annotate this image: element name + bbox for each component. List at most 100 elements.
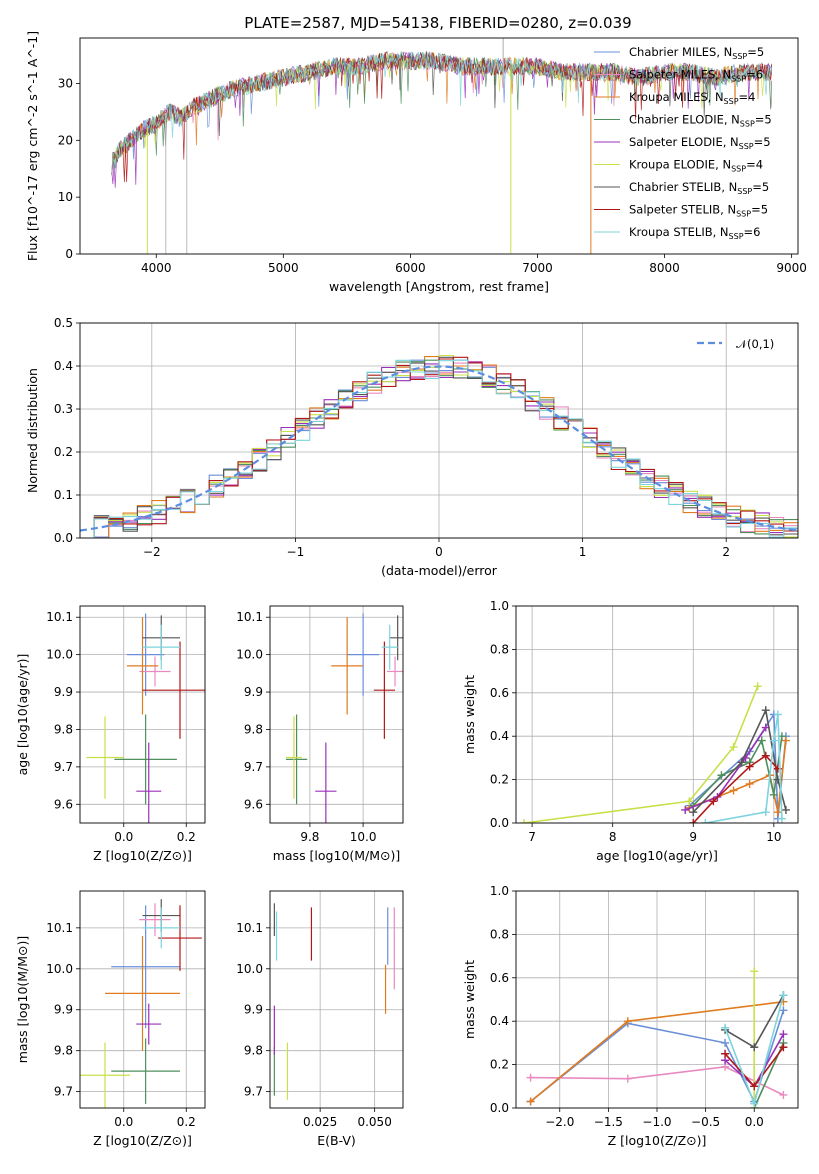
panel-age_vs_mass: 9.8 10.0 9.6 9.7 9.8 9.9 10.0 10.1 mass [log10(M… (236, 605, 404, 863)
legend-subscript: SSP (729, 232, 744, 241)
weight-marker (779, 1090, 788, 1099)
weight-marker (750, 1099, 759, 1108)
y-tick-label: 9.8 (54, 722, 73, 736)
weight-marker (721, 1049, 730, 1058)
x-tick-label: 0.0 (745, 1115, 764, 1129)
x-tick-label: 8 (609, 830, 617, 844)
x-axis-label: E(B-V) (317, 1133, 356, 1148)
legend-value: =6 (744, 225, 761, 239)
y-tick-label: 1.0 (490, 599, 509, 613)
legend-label: Chabrier ELODIE, NSSP=5 (629, 113, 772, 129)
legend-label: Kroupa ELODIE, NSSP=4 (629, 158, 763, 174)
x-tick-label: −1.5 (594, 1115, 623, 1129)
x-tick-label: 0.025 (303, 1115, 337, 1129)
legend-label: Chabrier STELIB, NSSP=5 (629, 180, 769, 196)
panel-mass_weight_vs_age: 7 8 9 10 0.0 0.2 0.4 0.6 0.8 1.0 age [log10(age/yr… (462, 599, 799, 863)
x-axis-label: wavelength [Angstrom, rest frame] (329, 279, 549, 294)
y-tick-label: 0.2 (54, 445, 73, 459)
plot-area (516, 606, 798, 823)
weight-marker (526, 1097, 535, 1106)
y-tick-label: 0.5 (54, 316, 73, 330)
weight-marker (750, 1043, 759, 1052)
plot-spectrum (111, 38, 773, 254)
y-axis-label: age [log10(age/yr)] (15, 654, 30, 776)
legend-value: =6 (746, 68, 763, 82)
weight-marker (685, 797, 694, 806)
weight-marker (761, 808, 770, 817)
plot-mass_vs_EBV (273, 903, 395, 1100)
legend-subscript: SSP (731, 165, 746, 174)
x-axis-label: mass [log10(M/M⊙)] (273, 848, 401, 863)
plot-residuals (80, 354, 798, 538)
panel-spectrum: 4000 5000 6000 7000 8000 9000 0 10 20 30 wavelengt… (25, 31, 807, 294)
weight-marker (761, 751, 770, 760)
y-tick-label: 9.9 (244, 685, 263, 699)
panel-residuals: −2 −1 0 1 2 0.0 0.1 0.2 0.3 0.4 0.5 (data-model)/er… (25, 316, 799, 578)
y-tick-label: 0.1 (54, 488, 73, 502)
x-axis-label: age [log10(age/yr)] (596, 848, 718, 863)
weight-marker (750, 967, 759, 976)
x-tick-label: 9000 (776, 261, 807, 275)
plot-mass_weight_vs_age (520, 682, 790, 823)
x-axis-label: Z [log10(Z/Z⊙)] (608, 1133, 707, 1148)
y-axis-label: Normed distribution (25, 368, 40, 493)
y-tick-label: 9.9 (244, 1003, 263, 1017)
legend-value: =5 (752, 180, 769, 194)
axes-frame (79, 322, 799, 539)
x-tick-label: 0 (435, 545, 443, 559)
x-tick-label: 0.2 (177, 1115, 196, 1129)
legend-subscript: SSP (731, 75, 746, 84)
figure-title: PLATE=2587, MJD=54138, FIBERID=0280, z=0… (244, 14, 631, 32)
y-axis-label: mass weight (462, 675, 477, 754)
x-tick-label: 2 (722, 545, 730, 559)
y-tick-label: 10.0 (236, 962, 263, 976)
plot-mass_weight_vs_Z (526, 967, 788, 1108)
weight-marker (773, 710, 782, 719)
legend-label: Kroupa STELIB, NSSP=6 (629, 225, 760, 241)
panel-mass_vs_Z: 0.0 0.2 9.7 9.8 9.9 10.0 10.1 Z [log10(Z/Z⊙)] ma… (15, 890, 206, 1148)
weight-marker (701, 819, 710, 823)
weight-marker (779, 1030, 788, 1039)
weight-marker (737, 758, 746, 767)
weight-marker (781, 805, 790, 814)
weight-marker (721, 1023, 730, 1032)
x-tick-label: −1.0 (642, 1115, 671, 1129)
legend-subscript: SSP (724, 97, 739, 106)
y-tick-label: 9.6 (244, 797, 263, 811)
weight-marker (777, 814, 786, 823)
panel-age_vs_Z: 0.0 0.2 9.6 9.7 9.8 9.9 10.0 10.1 Z [log10(Z/Z⊙)… (15, 605, 206, 863)
y-tick-label: 0.0 (490, 816, 509, 830)
weight-marker (745, 779, 754, 788)
y-tick-label: 9.8 (54, 1044, 73, 1058)
x-tick-label: 1 (579, 545, 587, 559)
y-tick-label: 0.4 (490, 729, 509, 743)
plot-mass_vs_Z (80, 899, 202, 1108)
axes-frame (79, 605, 206, 824)
x-tick-label: 10.0 (350, 830, 377, 844)
x-tick-label: 5000 (268, 261, 299, 275)
y-tick-label: 9.7 (244, 760, 263, 774)
y-tick-label: 9.7 (54, 1085, 73, 1099)
axes-frame (79, 37, 799, 255)
x-tick-label: 4000 (141, 261, 172, 275)
weight-marker (709, 797, 718, 806)
plot-age_vs_Z (86, 613, 205, 823)
legend-value: =5 (754, 135, 771, 149)
x-tick-label: 7 (528, 830, 536, 844)
weight-marker (779, 1006, 788, 1015)
axes-frame (515, 890, 799, 1109)
axes-frame (269, 605, 404, 824)
y-tick-label: 10.0 (236, 648, 263, 662)
y-tick-label: 10.1 (236, 921, 263, 935)
x-tick-label: −0.5 (691, 1115, 720, 1129)
y-tick-label: 10.1 (46, 610, 73, 624)
x-tick-label: 9.8 (300, 830, 319, 844)
legend-subscript: SSP (736, 210, 751, 219)
legend-value: =5 (751, 203, 768, 217)
x-tick-label: −2 (143, 545, 161, 559)
weight-marker (745, 762, 754, 771)
x-tick-label: −1 (287, 545, 305, 559)
x-axis-label: Z [log10(Z/Z⊙)] (93, 1133, 192, 1148)
y-tick-label: 0.0 (54, 531, 73, 545)
legend-value: =5 (755, 113, 772, 127)
